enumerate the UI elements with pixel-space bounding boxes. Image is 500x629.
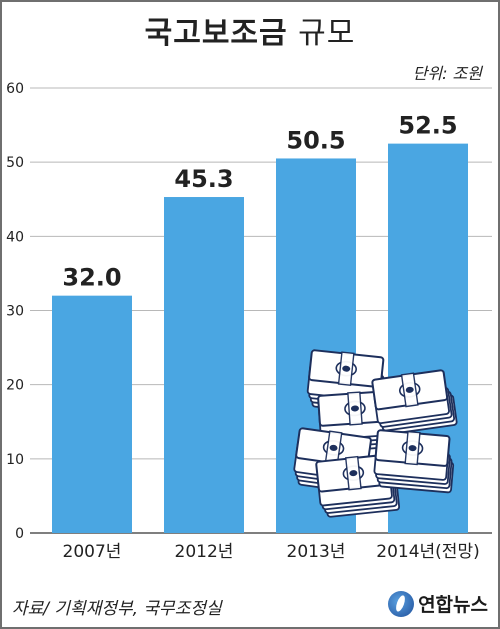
y-tick-label: 60 bbox=[6, 81, 24, 97]
x-tick-label: 2013년 bbox=[287, 542, 346, 562]
banknote-bundle bbox=[371, 369, 458, 436]
yonhap-logo: 연합뉴스 bbox=[388, 590, 488, 617]
x-tick-label: 2007년 bbox=[63, 542, 122, 562]
y-tick-label: 50 bbox=[6, 155, 24, 171]
bar bbox=[164, 197, 244, 533]
label-layer: 0 10 20 30 40 50 60 32.0 2007년 45.3 2012년 50.5 2013년… bbox=[6, 81, 480, 562]
x-tick-label: 2014년(전망) bbox=[376, 542, 479, 562]
bar-value-label: 50.5 bbox=[286, 126, 345, 154]
bar-value-label: 52.5 bbox=[398, 112, 457, 140]
title-main: 국고보조금 bbox=[144, 16, 288, 51]
y-tick-label: 20 bbox=[6, 378, 24, 394]
chart-title: 국고보조금 규모 bbox=[0, 8, 500, 52]
banknote-bundle bbox=[315, 453, 401, 518]
bar-value-label: 32.0 bbox=[62, 264, 121, 292]
y-tick-label: 0 bbox=[15, 526, 24, 542]
bar-value-label: 45.3 bbox=[174, 165, 233, 193]
x-tick-label: 2012년 bbox=[175, 542, 234, 562]
yonhap-logo-icon bbox=[388, 590, 415, 617]
bar bbox=[52, 295, 132, 533]
title-sub: 규모 bbox=[298, 16, 356, 51]
logo-text: 연합뉴스 bbox=[418, 594, 488, 616]
banknote-bundle bbox=[373, 429, 455, 494]
source-note: 자료/ 기획재정부, 국무조정실 bbox=[12, 599, 222, 619]
y-tick-label: 30 bbox=[6, 304, 24, 320]
y-tick-label: 10 bbox=[6, 452, 24, 468]
y-tick-label: 40 bbox=[6, 229, 24, 245]
unit-label: 단위: 조원 bbox=[412, 64, 482, 83]
money-stack-icon bbox=[293, 349, 458, 518]
